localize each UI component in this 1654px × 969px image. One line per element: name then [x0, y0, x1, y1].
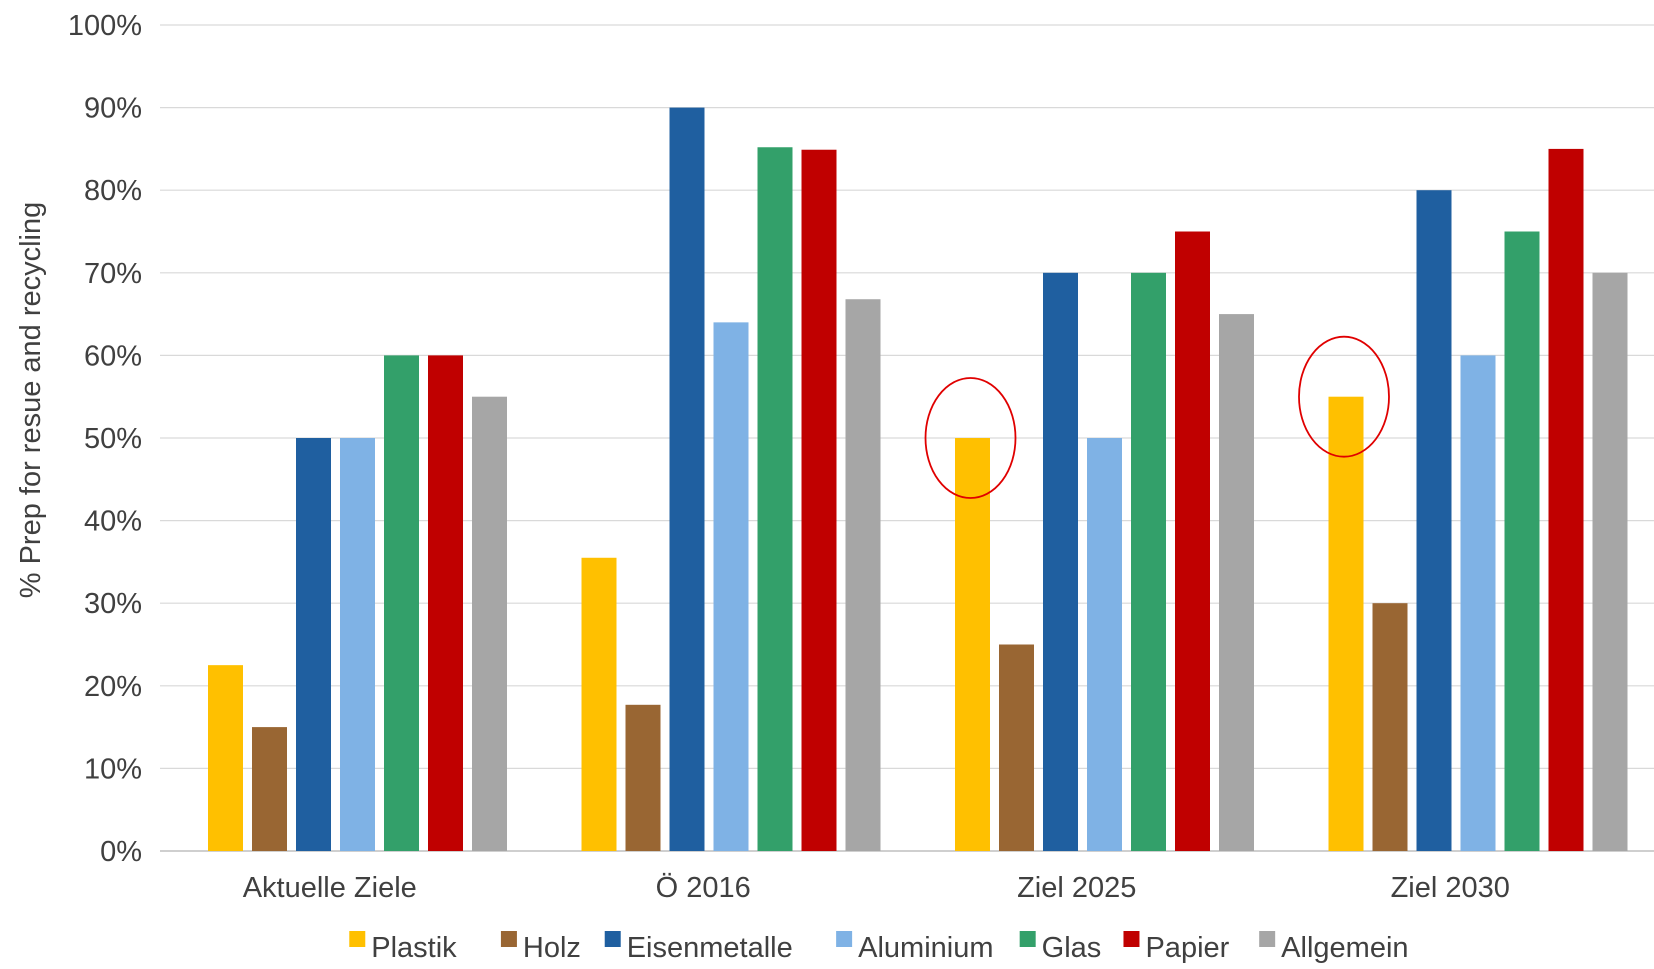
legend-swatch	[604, 931, 621, 947]
bar-papier-3	[1548, 148, 1584, 851]
y-tick-label: 0%	[100, 836, 142, 868]
bar-holz-2	[999, 644, 1034, 851]
x-tick-label: Ö 2016	[656, 872, 751, 904]
legend-swatch	[1259, 931, 1276, 947]
bar-aluminium-0	[340, 438, 375, 851]
y-tick-label: 90%	[84, 93, 142, 125]
y-tick-label: 100%	[68, 10, 142, 42]
y-tick-label: 70%	[84, 258, 142, 290]
y-tick-label: 40%	[84, 506, 142, 538]
y-tick-label: 60%	[84, 340, 142, 372]
bar-papier-2	[1175, 231, 1210, 851]
bar-plastik-1	[581, 557, 617, 851]
bar-glas-0	[384, 355, 419, 851]
legend-swatch	[349, 931, 366, 947]
legend-item: Plastik	[349, 931, 457, 964]
bar-plastik-2	[955, 438, 990, 851]
y-tick-label: 50%	[84, 423, 142, 455]
x-tick-label: Aktuelle Ziele	[243, 872, 417, 904]
bar-plastik-3	[1328, 396, 1364, 851]
x-axis-ticks: Aktuelle Ziele Ö 2016 Ziel 2025 Ziel 2030	[243, 872, 1510, 904]
annotations	[924, 335, 1390, 499]
bar-papier-0	[428, 355, 463, 851]
legend-label: Eisenmetalle	[627, 932, 793, 964]
bar-allgemein-1	[845, 299, 881, 851]
legend-item: Aluminium	[836, 931, 994, 964]
legend-swatch	[500, 931, 517, 947]
bar-aluminium-2	[1087, 438, 1122, 851]
bar-eisenmetalle-0	[296, 438, 331, 851]
bar-glas-1	[757, 147, 793, 852]
y-axis-ticks: 0% 10% 20% 30% 40% 50% 60% 70% 80% 90% 100%	[68, 10, 142, 868]
legend-item: Holz	[500, 931, 581, 964]
bar-eisenmetalle-2	[1043, 272, 1078, 851]
legend-swatch	[1123, 931, 1140, 947]
bar-plastik-0	[208, 665, 243, 851]
x-tick-label: Ziel 2030	[1391, 872, 1510, 904]
legend-swatch	[836, 931, 853, 947]
bar-glas-3	[1504, 231, 1540, 851]
highlight-ellipse	[924, 377, 1017, 499]
legend-label: Papier	[1145, 932, 1229, 964]
y-axis-label: % Prep for resue and recycling	[15, 202, 47, 599]
highlight-ellipse	[1298, 335, 1390, 458]
bar-allgemein-0	[472, 396, 507, 851]
bar-aluminium-3	[1460, 355, 1496, 851]
legend-item: Glas	[1019, 931, 1102, 964]
legend: Plastik Holz Eisenmetalle Aluminium Glas Papi…	[349, 931, 1409, 964]
bar-eisenmetalle-3	[1416, 190, 1452, 851]
bar-allgemein-2	[1219, 314, 1254, 852]
y-tick-label: 80%	[84, 175, 142, 207]
legend-swatch	[1019, 931, 1036, 947]
legend-label: Aluminium	[858, 932, 993, 964]
bar-eisenmetalle-1	[669, 107, 705, 852]
bar-allgemein-3	[1592, 272, 1628, 851]
y-tick-label: 20%	[84, 671, 142, 703]
y-tick-label: 10%	[84, 753, 142, 785]
legend-item: Eisenmetalle	[604, 931, 793, 964]
legend-label: Plastik	[371, 932, 457, 964]
legend-label: Allgemein	[1281, 932, 1408, 964]
bar-aluminium-1	[713, 322, 749, 851]
y-tick-label: 30%	[84, 588, 142, 620]
bar-holz-3	[1372, 603, 1408, 851]
bar-papier-1	[801, 149, 837, 851]
bar-holz-0	[252, 727, 287, 851]
legend-label: Holz	[523, 932, 581, 964]
x-tick-label: Ziel 2025	[1017, 872, 1136, 904]
legend-item: Allgemein	[1259, 931, 1409, 964]
legend-item: Papier	[1123, 931, 1230, 964]
legend-label: Glas	[1042, 932, 1102, 964]
bar-glas-2	[1131, 272, 1166, 851]
bars	[208, 107, 1628, 852]
bar-holz-1	[625, 704, 661, 851]
